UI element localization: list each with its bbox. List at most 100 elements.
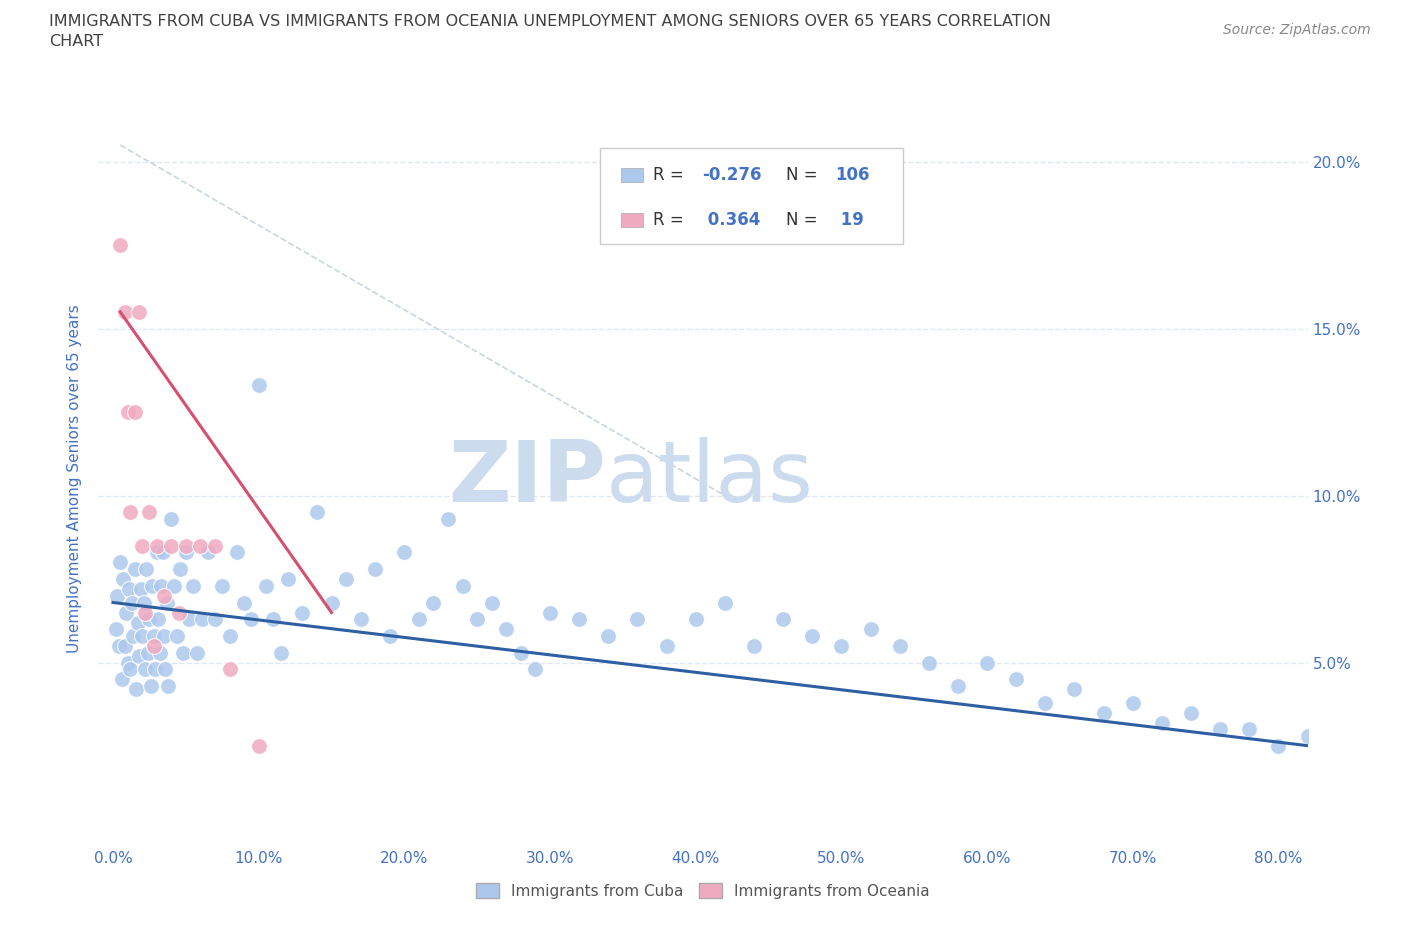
Point bbox=[859, 622, 882, 637]
Point bbox=[240, 612, 263, 627]
Point bbox=[465, 612, 488, 627]
Text: R =: R = bbox=[654, 211, 689, 229]
Point bbox=[655, 639, 678, 654]
Text: 19: 19 bbox=[835, 211, 863, 229]
Point bbox=[129, 582, 152, 597]
Point bbox=[889, 639, 911, 654]
Point bbox=[174, 545, 197, 560]
Point bbox=[685, 612, 707, 627]
Point bbox=[117, 405, 139, 419]
Point bbox=[149, 645, 172, 660]
Point bbox=[772, 612, 794, 627]
Point bbox=[150, 578, 173, 593]
Point bbox=[225, 545, 247, 560]
Point bbox=[335, 572, 357, 587]
Point bbox=[211, 578, 233, 593]
Point bbox=[131, 538, 153, 553]
Point bbox=[142, 629, 165, 644]
Point bbox=[134, 662, 156, 677]
Point bbox=[714, 595, 737, 610]
Point bbox=[166, 629, 188, 644]
Point bbox=[305, 505, 328, 520]
Point bbox=[172, 645, 194, 660]
Point bbox=[321, 595, 343, 610]
Point bbox=[146, 612, 169, 627]
Point bbox=[136, 645, 159, 660]
Point bbox=[270, 645, 292, 660]
Point bbox=[142, 639, 165, 654]
Point bbox=[141, 578, 163, 593]
Point bbox=[247, 738, 270, 753]
Point bbox=[218, 662, 240, 677]
Point bbox=[143, 662, 166, 677]
Point bbox=[394, 545, 416, 560]
Point bbox=[1209, 722, 1232, 737]
Point bbox=[163, 578, 186, 593]
FancyBboxPatch shape bbox=[600, 149, 903, 244]
Point bbox=[742, 639, 765, 654]
Point bbox=[1033, 696, 1056, 711]
Point bbox=[291, 605, 314, 620]
Point bbox=[247, 378, 270, 392]
Text: IMMIGRANTS FROM CUBA VS IMMIGRANTS FROM OCEANIA UNEMPLOYMENT AMONG SENIORS OVER : IMMIGRANTS FROM CUBA VS IMMIGRANTS FROM … bbox=[49, 14, 1052, 29]
Point bbox=[156, 595, 179, 610]
Point bbox=[254, 578, 277, 593]
Point bbox=[121, 595, 143, 610]
Point bbox=[204, 538, 226, 553]
Point bbox=[127, 615, 149, 630]
Point bbox=[408, 612, 430, 627]
Point bbox=[160, 512, 183, 526]
Point bbox=[167, 605, 190, 620]
Point bbox=[364, 562, 387, 577]
Point bbox=[128, 648, 150, 663]
Point bbox=[538, 605, 561, 620]
Point bbox=[190, 538, 212, 553]
Point bbox=[114, 639, 136, 654]
Point bbox=[139, 679, 162, 694]
Point bbox=[145, 538, 167, 553]
Point bbox=[145, 545, 167, 560]
Point bbox=[976, 656, 998, 671]
Point bbox=[218, 629, 240, 644]
Point bbox=[277, 572, 299, 587]
Point bbox=[626, 612, 648, 627]
Point bbox=[1063, 682, 1085, 697]
Text: -0.276: -0.276 bbox=[702, 166, 761, 184]
Point bbox=[177, 612, 200, 627]
Point bbox=[108, 639, 131, 654]
Text: ZIP: ZIP bbox=[449, 437, 606, 521]
Point bbox=[350, 612, 373, 627]
Point bbox=[138, 612, 160, 627]
Point bbox=[160, 538, 183, 553]
Point bbox=[155, 662, 177, 677]
Text: 106: 106 bbox=[835, 166, 869, 184]
Point bbox=[422, 595, 444, 610]
Point bbox=[1326, 738, 1348, 753]
Point bbox=[104, 622, 127, 637]
Point bbox=[112, 572, 135, 587]
Point bbox=[131, 629, 153, 644]
Point bbox=[451, 578, 474, 593]
Point bbox=[114, 304, 136, 319]
Point bbox=[110, 238, 132, 253]
Point bbox=[191, 612, 214, 627]
Point bbox=[946, 679, 969, 694]
Point bbox=[128, 304, 150, 319]
Point bbox=[262, 612, 284, 627]
FancyBboxPatch shape bbox=[621, 168, 643, 181]
Point bbox=[134, 605, 156, 620]
Point bbox=[153, 589, 176, 604]
Point bbox=[117, 656, 139, 671]
Point bbox=[1296, 729, 1319, 744]
Point bbox=[1267, 738, 1289, 753]
Point bbox=[197, 545, 219, 560]
Point bbox=[437, 512, 460, 526]
Point bbox=[1092, 705, 1115, 720]
Point bbox=[110, 555, 132, 570]
Point bbox=[918, 656, 941, 671]
Point bbox=[125, 682, 148, 697]
Point bbox=[378, 629, 401, 644]
Point bbox=[122, 629, 145, 644]
Point bbox=[135, 562, 157, 577]
Point bbox=[124, 562, 146, 577]
